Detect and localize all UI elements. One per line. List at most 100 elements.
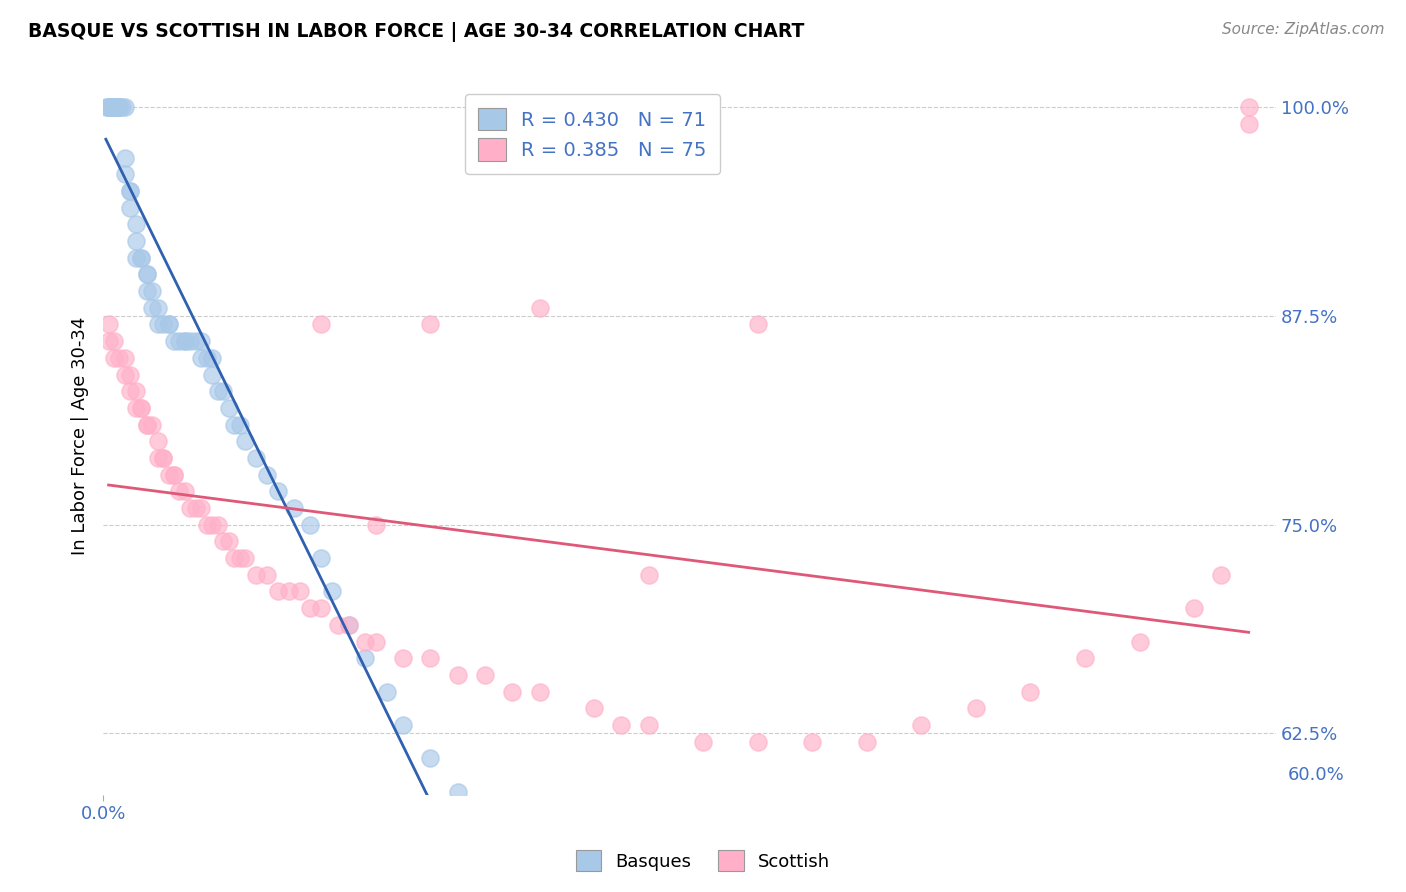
- Point: [146, 301, 169, 315]
- Point: [157, 467, 180, 482]
- Point: [856, 734, 879, 748]
- Point: [103, 100, 125, 114]
- Point: [97, 100, 120, 114]
- Point: [212, 384, 235, 399]
- Point: [233, 551, 256, 566]
- Point: [256, 567, 278, 582]
- Point: [610, 718, 633, 732]
- Point: [146, 434, 169, 449]
- Point: [103, 351, 125, 365]
- Point: [364, 517, 387, 532]
- Point: [146, 450, 169, 465]
- Point: [311, 601, 333, 615]
- Point: [141, 417, 163, 432]
- Point: [114, 100, 136, 114]
- Point: [108, 100, 131, 114]
- Point: [146, 318, 169, 332]
- Point: [103, 334, 125, 348]
- Legend: Basques, Scottish: Basques, Scottish: [568, 843, 838, 879]
- Point: [157, 318, 180, 332]
- Point: [212, 534, 235, 549]
- Point: [419, 751, 441, 765]
- Point: [125, 251, 148, 265]
- Point: [120, 384, 142, 399]
- Point: [103, 100, 125, 114]
- Point: [108, 100, 131, 114]
- Point: [108, 351, 131, 365]
- Point: [1237, 117, 1260, 131]
- Point: [163, 334, 186, 348]
- Point: [97, 100, 120, 114]
- Point: [501, 684, 523, 698]
- Point: [233, 434, 256, 449]
- Point: [103, 100, 125, 114]
- Point: [125, 384, 148, 399]
- Legend: R = 0.430   N = 71, R = 0.385   N = 75: R = 0.430 N = 71, R = 0.385 N = 75: [465, 95, 720, 174]
- Point: [201, 368, 224, 382]
- Point: [125, 217, 148, 231]
- Point: [299, 517, 322, 532]
- Point: [529, 684, 551, 698]
- Point: [97, 100, 120, 114]
- Point: [195, 517, 218, 532]
- Point: [135, 268, 157, 282]
- Point: [131, 251, 153, 265]
- Point: [311, 318, 333, 332]
- Point: [267, 484, 290, 499]
- Point: [965, 701, 987, 715]
- Point: [801, 734, 824, 748]
- Point: [163, 467, 186, 482]
- Point: [120, 201, 142, 215]
- Point: [1182, 601, 1205, 615]
- Point: [190, 501, 212, 516]
- Point: [392, 718, 415, 732]
- Point: [245, 567, 267, 582]
- Point: [256, 467, 278, 482]
- Point: [326, 617, 349, 632]
- Point: [283, 501, 305, 516]
- Point: [103, 100, 125, 114]
- Point: [111, 100, 134, 114]
- Point: [179, 334, 201, 348]
- Point: [135, 268, 157, 282]
- Point: [100, 100, 122, 114]
- Point: [218, 401, 240, 415]
- Point: [163, 467, 186, 482]
- Point: [1129, 634, 1152, 648]
- Y-axis label: In Labor Force | Age 30-34: In Labor Force | Age 30-34: [72, 317, 89, 556]
- Point: [135, 417, 157, 432]
- Point: [103, 100, 125, 114]
- Point: [97, 100, 120, 114]
- Point: [141, 284, 163, 298]
- Point: [222, 417, 245, 432]
- Point: [105, 100, 128, 114]
- Point: [120, 368, 142, 382]
- Point: [114, 167, 136, 181]
- Point: [131, 251, 153, 265]
- Point: [174, 484, 197, 499]
- Point: [152, 450, 174, 465]
- Point: [1237, 100, 1260, 114]
- Point: [114, 351, 136, 365]
- Point: [288, 584, 311, 599]
- Point: [131, 401, 153, 415]
- Point: [228, 551, 250, 566]
- Point: [337, 617, 360, 632]
- Point: [207, 384, 229, 399]
- Point: [184, 501, 207, 516]
- Point: [190, 334, 212, 348]
- Point: [120, 184, 142, 198]
- Point: [97, 318, 120, 332]
- Point: [179, 501, 201, 516]
- Point: [910, 718, 932, 732]
- Point: [747, 734, 769, 748]
- Point: [141, 301, 163, 315]
- Point: [195, 351, 218, 365]
- Point: [354, 634, 377, 648]
- Point: [94, 100, 117, 114]
- Point: [157, 318, 180, 332]
- Point: [135, 284, 157, 298]
- Point: [747, 318, 769, 332]
- Point: [267, 584, 290, 599]
- Point: [419, 318, 441, 332]
